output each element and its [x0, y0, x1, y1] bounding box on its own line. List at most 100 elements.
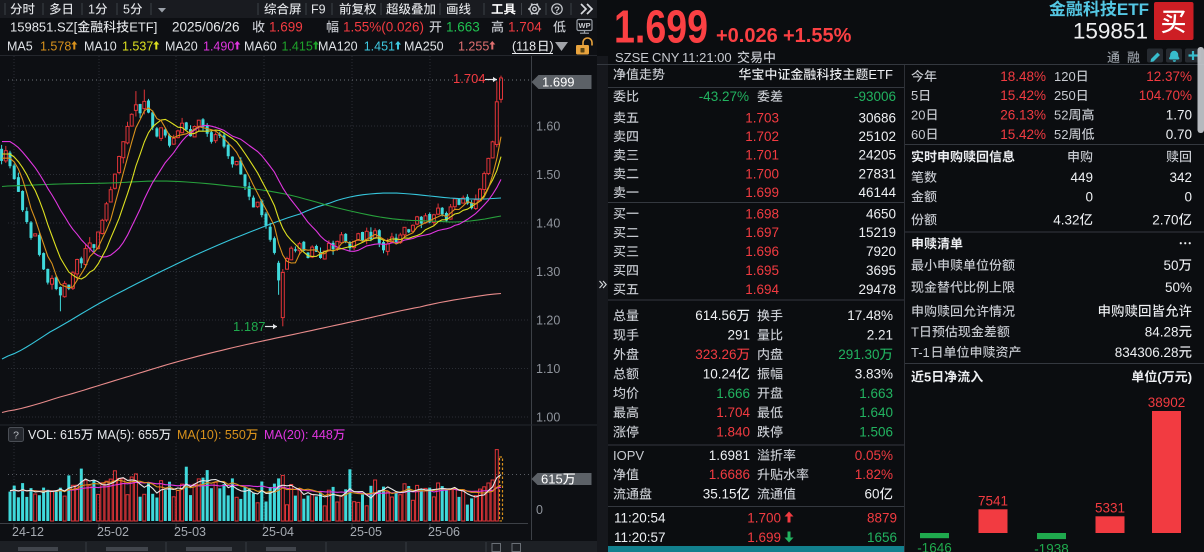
svg-text:1.451: 1.451	[364, 40, 395, 54]
svg-text:1.700: 1.700	[747, 510, 781, 525]
svg-text:1.694: 1.694	[745, 282, 779, 297]
svg-text:27831: 27831	[859, 166, 897, 181]
svg-text:449: 449	[1071, 170, 1094, 185]
svg-text:1.699: 1.699	[542, 75, 575, 90]
svg-text:+0.026: +0.026	[716, 25, 778, 47]
svg-text:1.663: 1.663	[446, 20, 480, 35]
svg-text:IOPV: IOPV	[613, 448, 644, 463]
svg-text:1.701: 1.701	[745, 148, 779, 163]
svg-text:7920: 7920	[866, 244, 896, 259]
svg-text:1.696: 1.696	[745, 244, 779, 259]
svg-text:1.697: 1.697	[745, 225, 779, 240]
svg-text:2025/06/26: 2025/06/26	[172, 20, 240, 35]
svg-text:1.60: 1.60	[536, 120, 560, 134]
svg-text:24205: 24205	[859, 148, 897, 163]
svg-text:60: 60	[911, 127, 925, 142]
svg-text:159851: 159851	[1073, 19, 1148, 44]
svg-text:25-03: 25-03	[174, 525, 206, 539]
svg-text:1.6686: 1.6686	[709, 467, 750, 482]
svg-text:29478: 29478	[859, 282, 897, 297]
svg-text:25-02: 25-02	[97, 525, 129, 539]
svg-text:3.83%: 3.83%	[855, 366, 893, 381]
svg-text:1.704: 1.704	[716, 405, 750, 420]
svg-text:CNY: CNY	[652, 50, 680, 65]
svg-text:1.70: 1.70	[1166, 107, 1192, 122]
svg-text:46144: 46144	[859, 185, 897, 200]
svg-text:0: 0	[1185, 189, 1193, 204]
svg-text:VOL: 615: VOL: 615	[28, 428, 81, 442]
svg-text:52: 52	[1054, 127, 1068, 142]
svg-text:0: 0	[536, 503, 543, 517]
svg-text:4650: 4650	[866, 206, 896, 221]
svg-text:1.82%: 1.82%	[855, 467, 893, 482]
svg-text:ETF: ETF	[1117, 0, 1149, 19]
svg-text:5331: 5331	[1095, 500, 1125, 515]
svg-text:ETF]: ETF]	[129, 20, 157, 35]
svg-text:24-12: 24-12	[12, 525, 44, 539]
svg-text:-43.27%: -43.27%	[699, 89, 749, 104]
svg-text:120: 120	[1054, 69, 1076, 84]
svg-text:50%: 50%	[1165, 280, 1192, 295]
svg-text:F9: F9	[311, 3, 326, 17]
svg-text:?: ?	[554, 5, 560, 16]
svg-text:2.21: 2.21	[867, 328, 893, 343]
svg-text:0: 0	[1086, 189, 1094, 204]
svg-text:1.490: 1.490	[203, 40, 234, 54]
svg-text:1: 1	[88, 3, 95, 17]
svg-text:323.26: 323.26	[695, 347, 736, 362]
svg-text:1.40: 1.40	[536, 217, 560, 231]
svg-text:1.699: 1.699	[745, 185, 779, 200]
svg-text:7541: 7541	[978, 493, 1008, 508]
svg-text:342: 342	[1170, 170, 1193, 185]
svg-text:12.37%: 12.37%	[1146, 69, 1192, 84]
svg-text:26.13%: 26.13%	[1000, 107, 1046, 122]
svg-text:1.640: 1.640	[859, 405, 893, 420]
svg-text:1.00: 1.00	[536, 411, 560, 425]
svg-text:50: 50	[1164, 258, 1179, 273]
svg-text:1.704: 1.704	[508, 20, 542, 35]
svg-text:0.05%: 0.05%	[855, 448, 893, 463]
svg-text:1.30: 1.30	[536, 265, 560, 279]
svg-text:1.663: 1.663	[859, 386, 893, 401]
svg-text:1.578: 1.578	[40, 40, 71, 54]
svg-text:1.698: 1.698	[745, 206, 779, 221]
svg-text:1.666: 1.666	[716, 386, 750, 401]
svg-text:291.30: 291.30	[838, 347, 879, 362]
svg-text:WP: WP	[579, 21, 591, 30]
svg-text:ETF: ETF	[868, 67, 893, 82]
svg-text:MA(5): 655: MA(5): 655	[97, 428, 159, 442]
svg-text:MA10: MA10	[84, 40, 117, 54]
svg-text:20: 20	[911, 107, 925, 122]
svg-text:1.840: 1.840	[716, 425, 750, 440]
svg-text:+1.55%: +1.55%	[783, 25, 852, 47]
svg-text:159851.SZ[: 159851.SZ[	[10, 20, 78, 35]
svg-text:SZSE: SZSE	[615, 50, 649, 65]
svg-text:-1938: -1938	[1034, 542, 1069, 552]
svg-text:1.699: 1.699	[747, 530, 781, 545]
svg-text:MA(20): 448: MA(20): 448	[264, 428, 333, 442]
svg-text:1.700: 1.700	[745, 166, 779, 181]
svg-text:11:20:54: 11:20:54	[614, 510, 666, 525]
svg-text:1.50: 1.50	[536, 168, 560, 182]
svg-text:1.415: 1.415	[282, 40, 313, 54]
svg-text:?: ?	[13, 430, 19, 442]
svg-text:30686: 30686	[859, 110, 897, 125]
svg-text:MA60: MA60	[244, 40, 277, 54]
svg-text:11:21:00: 11:21:00	[682, 50, 732, 65]
svg-text:): )	[550, 40, 554, 54]
svg-text:T: T	[911, 324, 919, 339]
svg-text:18.48%: 18.48%	[1000, 69, 1046, 84]
svg-text:4.32: 4.32	[1053, 212, 1079, 227]
svg-text:1.55%(0.026): 1.55%(0.026)	[343, 20, 424, 35]
svg-text:5: 5	[123, 3, 130, 17]
svg-text:25-05: 25-05	[350, 525, 382, 539]
svg-text:1.187: 1.187	[233, 319, 266, 334]
svg-text:(118: (118	[512, 40, 536, 54]
svg-text:25-06: 25-06	[428, 525, 460, 539]
svg-text:1656: 1656	[867, 530, 897, 545]
svg-text:52: 52	[1054, 107, 1068, 122]
svg-text:1.695: 1.695	[745, 263, 779, 278]
svg-text:0.70: 0.70	[1166, 127, 1192, 142]
svg-text:-93006: -93006	[854, 89, 896, 104]
svg-text:60: 60	[865, 487, 880, 502]
